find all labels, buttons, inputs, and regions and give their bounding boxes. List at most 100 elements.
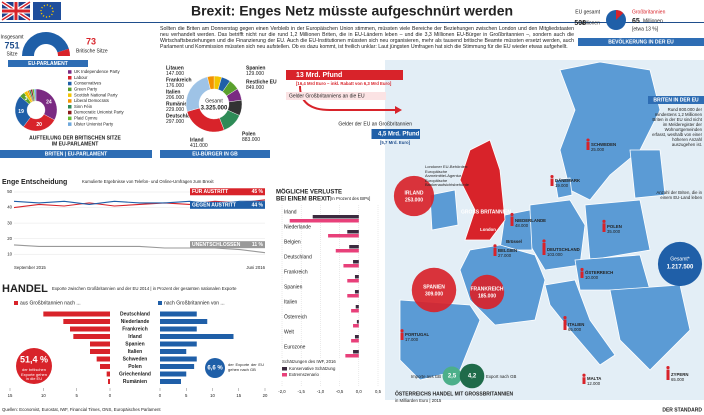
title: Brexit: Enges Netz müsste aufgeschnürt w… xyxy=(191,3,513,19)
legend-swatch xyxy=(68,105,72,109)
person-head xyxy=(493,244,497,248)
x-tick-label: 5 xyxy=(185,393,188,398)
country-name: PORTUGAL xyxy=(405,332,429,337)
brand: DER STANDARD xyxy=(662,407,702,413)
bar xyxy=(90,341,110,347)
bar xyxy=(354,290,359,294)
country-name: DÄNEMARK xyxy=(555,178,581,183)
note-text: der Exporte der EU gehen nach GB xyxy=(228,362,264,372)
legend-swatch xyxy=(68,76,72,80)
country-name: MALTA xyxy=(587,376,601,381)
person xyxy=(550,178,554,186)
person xyxy=(400,332,404,340)
caption: IM EU-PARLAMENT xyxy=(52,141,99,147)
country-value: 185.000 xyxy=(478,293,496,299)
country-label: Irland xyxy=(128,334,142,340)
bar xyxy=(160,311,197,317)
section-title: BEVÖLKERUNG IN DER EU xyxy=(608,38,674,45)
country-value: 206.000 xyxy=(166,95,184,101)
chart-title: MÖGLICHE VERLUSTE xyxy=(276,189,342,196)
legend-box xyxy=(190,188,265,196)
country-value: 25.000 xyxy=(591,147,605,152)
country-name: Rumänien xyxy=(166,101,190,107)
money-to-eu xyxy=(286,70,403,80)
header-rule xyxy=(0,22,704,23)
caption: in Milliarden Euro | 2015 xyxy=(395,398,442,403)
bar xyxy=(353,260,359,264)
person-head xyxy=(542,239,546,243)
country-value: 65.000 xyxy=(568,327,582,332)
bar xyxy=(160,341,197,347)
parliament-title: EU-PARLAMENT xyxy=(28,61,68,67)
person-head xyxy=(586,138,590,142)
country-label: Italien xyxy=(284,299,298,305)
bar xyxy=(349,245,359,249)
country-name: Deutschland xyxy=(166,113,196,119)
caption: ÖSTERREICHS HANDEL MIT GROSSBRITANNIEN xyxy=(395,390,514,397)
country-name: Irland xyxy=(190,137,204,143)
country-name: Polen xyxy=(242,131,256,137)
bar xyxy=(160,379,181,384)
legend-bg xyxy=(280,358,340,380)
legend-label: nach Großbritannien von ... xyxy=(164,300,225,306)
note-value: 6,6 % xyxy=(207,366,223,372)
x-tick-label: 0,5 xyxy=(375,389,382,394)
legend-swatch xyxy=(68,99,72,103)
country-label: Niederlande xyxy=(284,224,311,230)
bar xyxy=(90,349,110,354)
money-from-eu xyxy=(371,129,420,139)
sources: Quellen: Economist, Eurostat, IWF, Finan… xyxy=(2,407,161,412)
legend-swatch xyxy=(68,87,72,92)
bar xyxy=(356,320,359,324)
bar xyxy=(63,319,110,324)
legend-label: GEGEN AUSTRITT xyxy=(192,203,236,209)
party-seats: 24 xyxy=(46,100,52,106)
x-tick-label: 5 xyxy=(75,393,78,398)
bar xyxy=(354,335,359,339)
section-bar xyxy=(648,96,704,104)
legend-label: Ulster Unionist Party xyxy=(74,121,114,126)
country-value: 12.000 xyxy=(587,381,601,386)
bar xyxy=(355,305,359,309)
country-label: Schweden xyxy=(123,356,148,362)
total-value: 751 xyxy=(4,40,19,50)
note-circle xyxy=(205,358,225,378)
legend-label: Scottish National Party xyxy=(74,92,118,97)
y-tick-label: 10 xyxy=(7,251,12,256)
bar xyxy=(335,249,359,253)
x-tick-label: 10 xyxy=(210,393,215,398)
x-tick-label: 10 xyxy=(41,393,46,398)
person xyxy=(493,247,497,256)
eu-flag xyxy=(33,2,61,20)
gb-slice xyxy=(616,10,624,20)
legend-label: FÜR AUSTRITT xyxy=(192,188,228,195)
country-value: 27.000 xyxy=(498,253,512,258)
agencies-text: Londoner EU-Behörden: Europäische Arznei… xyxy=(425,164,470,188)
legend-swatch xyxy=(282,373,287,377)
gb-unit: Millionen xyxy=(643,18,663,24)
x-tick-label: 0 xyxy=(109,393,112,398)
party-seats: 20 xyxy=(36,122,42,128)
country-name: Litauen xyxy=(166,65,184,71)
country-value: 103.000 xyxy=(547,252,563,257)
person xyxy=(580,271,584,278)
country-value: 17.000 xyxy=(405,337,419,342)
person-head xyxy=(582,373,586,377)
section-bar xyxy=(8,60,88,67)
country-name: Spanien xyxy=(246,65,265,71)
person-head xyxy=(563,316,567,320)
person xyxy=(586,142,590,150)
country-value: 253.000 xyxy=(405,197,423,203)
legend-swatch xyxy=(68,93,72,97)
x-tick-label: -1,5 xyxy=(297,389,305,394)
country-label: Italien xyxy=(128,349,142,355)
bar xyxy=(347,279,359,283)
country-label: Spanien xyxy=(284,284,303,290)
person-head xyxy=(666,366,670,370)
country-value: 309.000 xyxy=(425,291,443,297)
country-name: ÖSTERREICH xyxy=(585,270,613,275)
country-name: ITALIEN xyxy=(568,322,584,327)
country-label: Rumänien xyxy=(123,379,147,385)
